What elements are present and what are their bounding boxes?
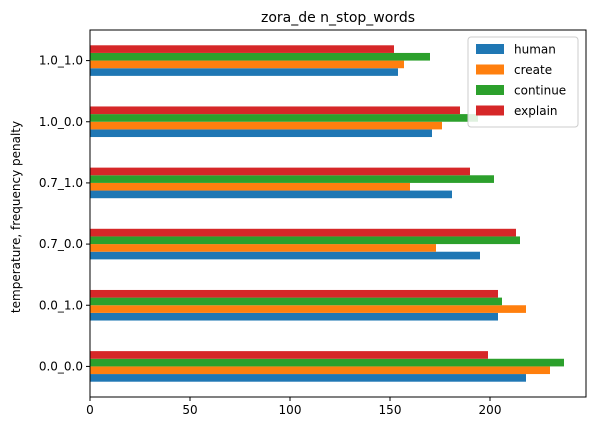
y-tick-label: 0.7_0.0 xyxy=(39,237,83,251)
bar-create-1.0_0.0 xyxy=(90,121,442,130)
legend-swatch-human xyxy=(476,44,504,54)
legend-swatch-create xyxy=(476,64,504,75)
y-axis-label: temperature, frequency penalty xyxy=(9,121,23,313)
legend-label-explain: explain xyxy=(514,104,558,118)
bar-explain-0.7_0.0 xyxy=(90,228,516,237)
legend-label-human: human xyxy=(514,43,556,57)
x-tick-label: 50 xyxy=(182,403,197,417)
bar-explain-1.0_1.0 xyxy=(90,45,394,53)
legend-swatch-explain xyxy=(476,105,504,116)
y-tick-label: 0.0_1.0 xyxy=(39,298,83,312)
bar-human-1.0_0.0 xyxy=(90,129,432,138)
bar-human-0.0_0.0 xyxy=(90,374,526,382)
bar-explain-0.0_1.0 xyxy=(90,289,498,298)
y-tick-label: 1.0_0.0 xyxy=(39,115,83,129)
bar-create-0.7_1.0 xyxy=(90,182,410,191)
x-tick-label: 150 xyxy=(379,403,402,417)
legend-label-continue: continue xyxy=(514,84,566,98)
legend: human create continue explain xyxy=(467,36,579,128)
legend-label-create: create xyxy=(514,63,552,77)
bar-continue-0.0_1.0 xyxy=(90,297,502,306)
bar-create-0.7_0.0 xyxy=(90,244,436,252)
axes-group: 0.0_0.0 0.0_1.0 0.7_0.0 0.7_1.0 1.0_0.0 1.0_1… xyxy=(39,29,587,417)
x-tick-label: 200 xyxy=(479,403,502,417)
legend-swatch-continue xyxy=(476,85,504,95)
bar-explain-0.0_0.0 xyxy=(90,351,488,359)
y-tick-label: 0.7_1.0 xyxy=(39,176,83,190)
bar-create-1.0_1.0 xyxy=(90,60,404,69)
bars-group xyxy=(90,45,564,382)
bar-human-0.7_0.0 xyxy=(90,251,480,260)
bar-continue-1.0_0.0 xyxy=(90,114,478,122)
y-tick-label: 0.0_0.0 xyxy=(39,359,83,373)
y-tick-label: 1.0_1.0 xyxy=(39,54,83,68)
chart-title: zora_de n_stop_words xyxy=(261,10,415,26)
bar-continue-0.7_0.0 xyxy=(90,236,520,245)
bar-create-0.0_0.0 xyxy=(90,366,550,375)
bar-explain-0.7_1.0 xyxy=(90,167,470,176)
bar-explain-1.0_0.0 xyxy=(90,106,460,115)
bar-human-1.0_1.0 xyxy=(90,68,398,76)
bar-continue-1.0_1.0 xyxy=(90,52,430,61)
bar-continue-0.0_0.0 xyxy=(90,358,564,367)
x-tick-label: 100 xyxy=(279,403,302,417)
bar-continue-0.7_1.0 xyxy=(90,175,494,183)
bar-create-0.0_1.0 xyxy=(90,305,526,313)
legend-box xyxy=(467,36,579,128)
x-tick-label: 0 xyxy=(86,403,94,417)
bar-human-0.0_1.0 xyxy=(90,312,498,321)
plot-frame xyxy=(89,29,587,398)
bar-human-0.7_1.0 xyxy=(90,190,452,199)
